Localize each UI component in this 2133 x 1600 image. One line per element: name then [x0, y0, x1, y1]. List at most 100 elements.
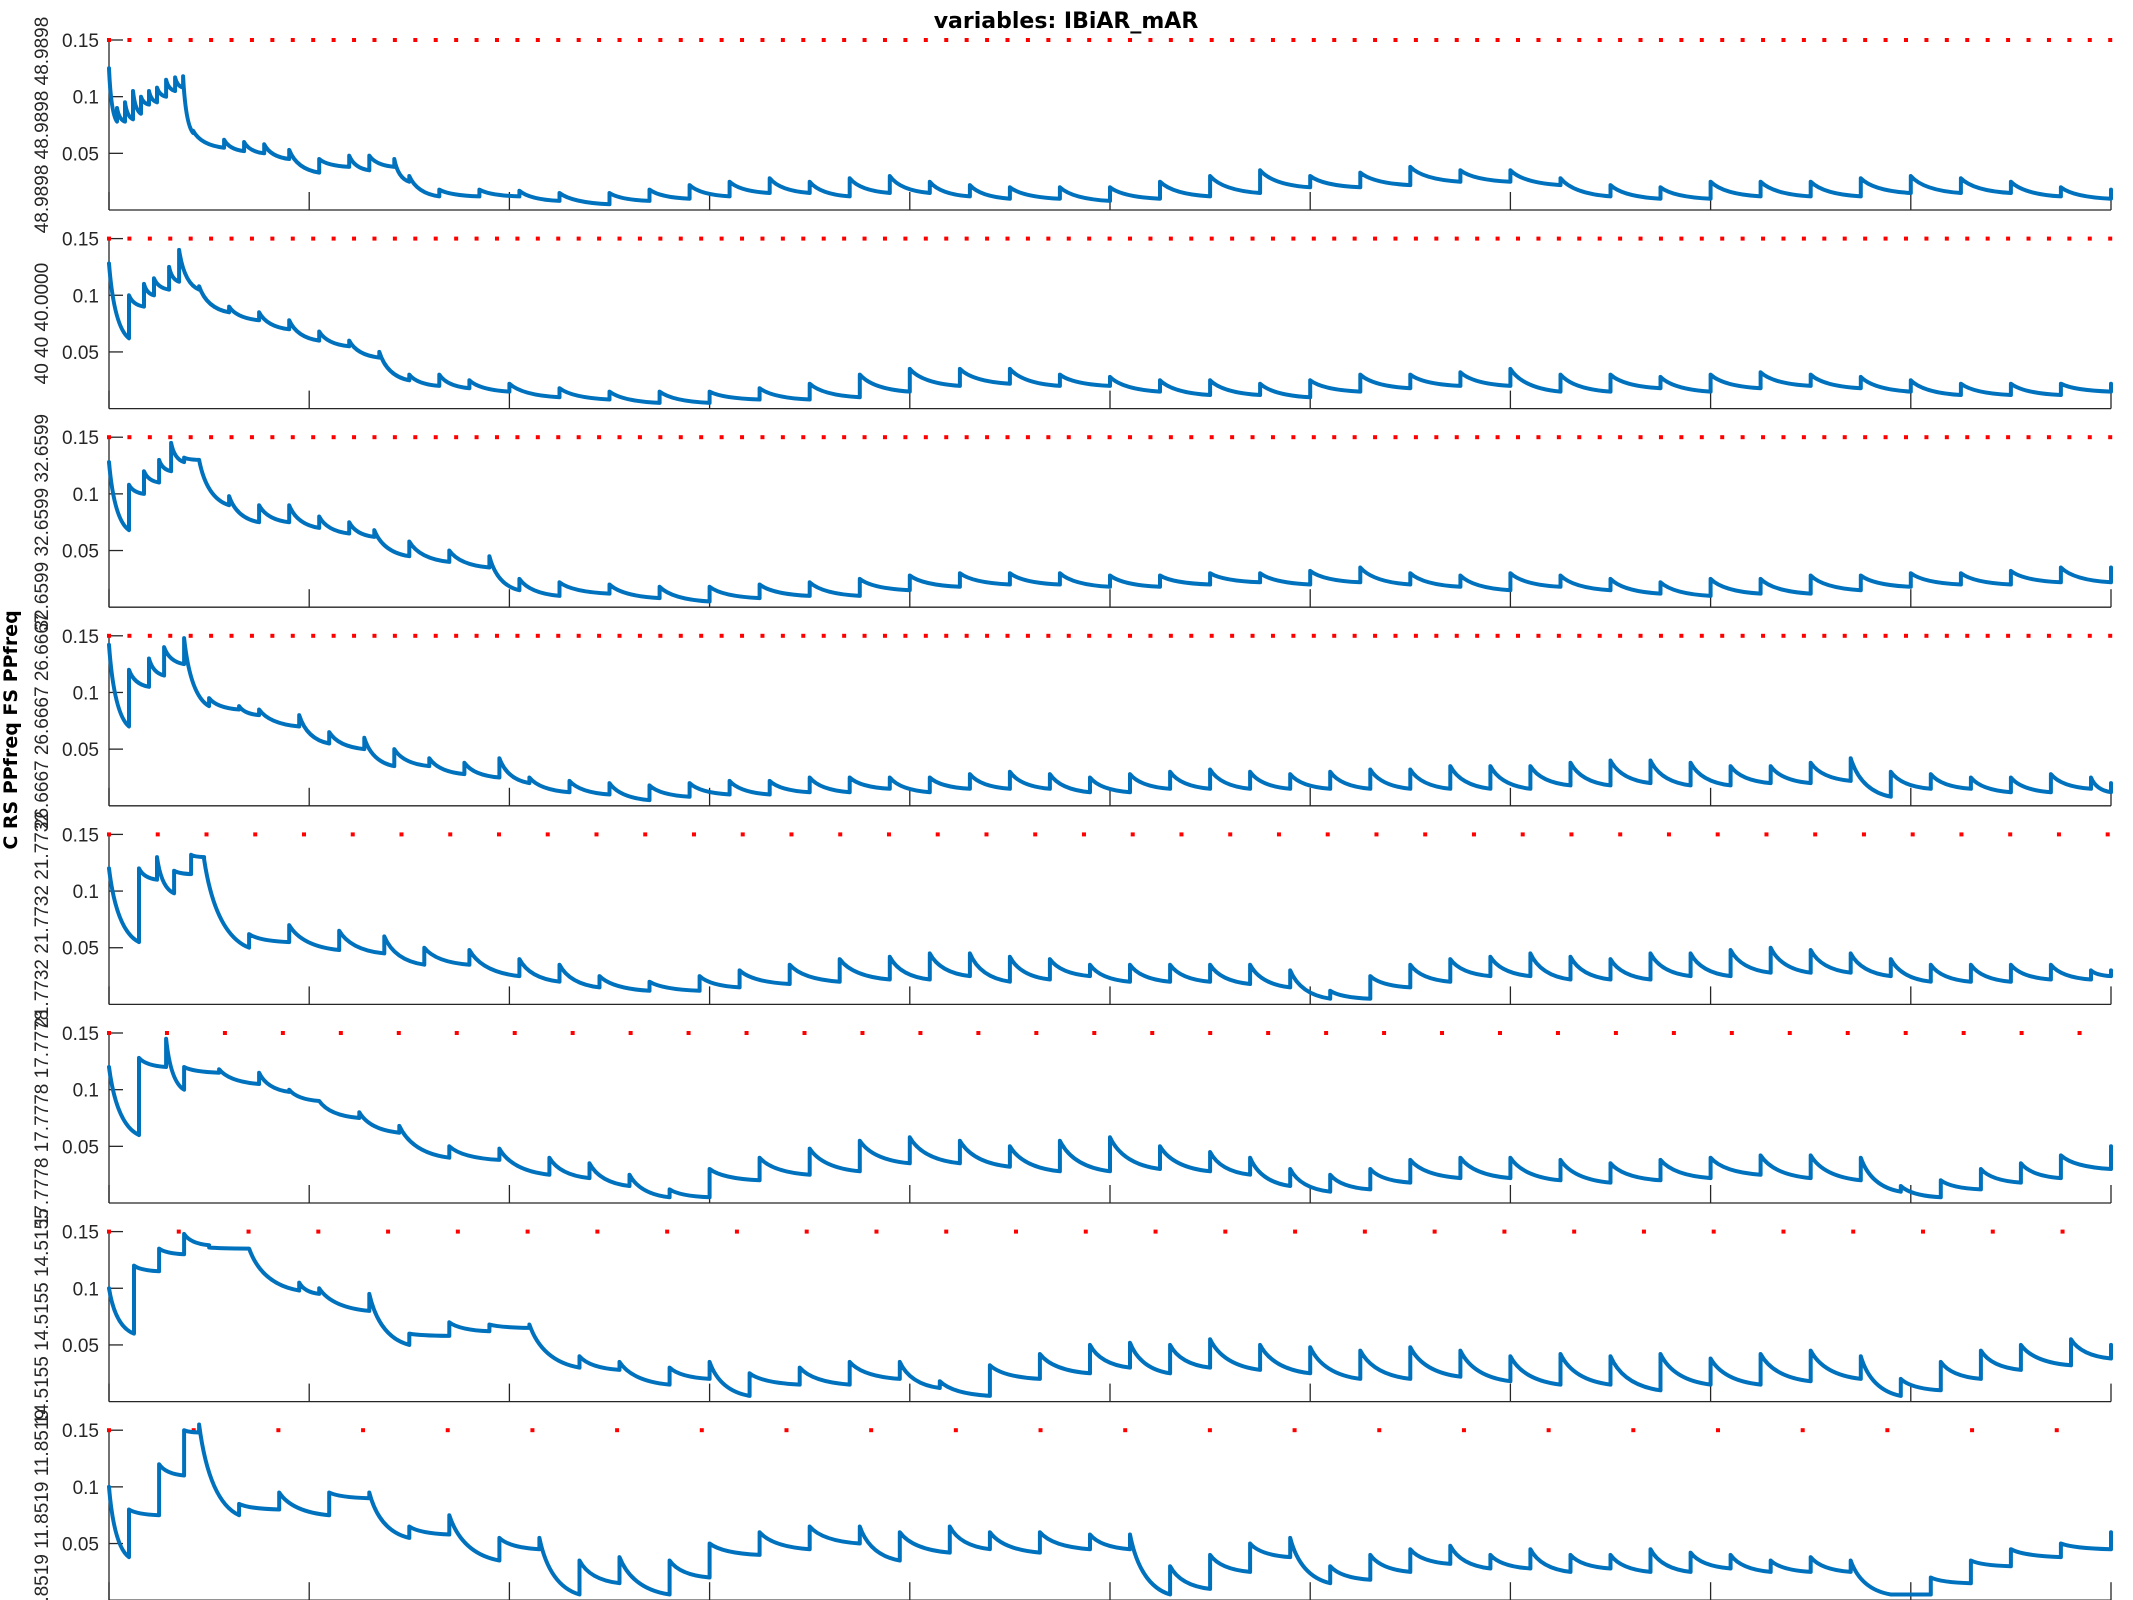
threshold-marker	[1618, 236, 1623, 241]
threshold-marker	[1025, 236, 1030, 241]
threshold-marker	[2087, 38, 2092, 42]
threshold-marker	[168, 633, 173, 638]
threshold-marker	[290, 435, 295, 440]
threshold-marker	[1209, 633, 1214, 638]
threshold-marker	[1638, 236, 1643, 241]
threshold-marker	[1851, 1229, 1856, 1234]
y-tick-label: 0.1	[73, 1081, 99, 1102]
threshold-marker	[1813, 832, 1818, 837]
subplot-4: 0.05 0.1 0.15 26.6667 26.6667 26.6667	[32, 612, 2113, 829]
threshold-marker	[168, 435, 173, 440]
threshold-marker	[1699, 38, 1704, 42]
threshold-marker	[413, 633, 418, 638]
threshold-marker	[699, 1428, 704, 1433]
threshold-marker	[1087, 633, 1092, 638]
threshold-marker	[1985, 38, 1990, 42]
threshold-marker	[107, 1229, 111, 1234]
threshold-marker	[280, 1031, 285, 1035]
threshold-marker	[352, 236, 357, 241]
threshold-marker	[719, 38, 724, 42]
threshold-marker	[821, 633, 826, 638]
threshold-marker	[1556, 633, 1561, 638]
threshold-marker	[801, 38, 806, 42]
threshold-marker	[107, 435, 111, 440]
threshold-marker	[1475, 38, 1480, 42]
threshold-marker	[372, 236, 377, 241]
threshold-marker	[719, 633, 724, 638]
threshold-marker	[1740, 633, 1745, 638]
threshold-marker	[1495, 38, 1500, 42]
threshold-marker	[597, 38, 602, 42]
threshold-marker	[1800, 1428, 1805, 1433]
threshold-marker	[1066, 38, 1071, 42]
threshold-marker	[1497, 1031, 1502, 1035]
threshold-marker	[1291, 633, 1296, 638]
y-tick-label: 0.15	[62, 31, 99, 52]
threshold-marker	[1107, 236, 1112, 241]
threshold-marker	[1961, 1031, 1966, 1035]
threshold-marker	[1965, 38, 1970, 42]
threshold-marker	[1471, 832, 1476, 837]
threshold-marker	[1046, 236, 1051, 241]
threshold-marker	[2046, 435, 2051, 440]
subplot-5: 0.05 0.1 0.15 21.7732 21.7732 21.7732	[32, 811, 2113, 1028]
threshold-marker	[1311, 435, 1316, 440]
y-tick-label: 0.05	[62, 1336, 99, 1357]
y-tick-label: 0.1	[73, 683, 99, 704]
threshold-marker	[1209, 236, 1214, 241]
threshold-marker	[1679, 236, 1684, 241]
threshold-marker	[301, 832, 306, 837]
threshold-markers	[107, 38, 2113, 42]
threshold-marker	[1373, 435, 1378, 440]
threshold-marker	[658, 38, 663, 42]
y-tick-label: 0.1	[73, 1478, 99, 1499]
threshold-marker	[862, 435, 867, 440]
threshold-marker	[331, 633, 336, 638]
threshold-marker	[1270, 633, 1275, 638]
threshold-marker	[576, 633, 581, 638]
threshold-marker	[147, 633, 152, 638]
threshold-marker	[886, 832, 891, 837]
threshold-marker	[1801, 236, 1806, 241]
threshold-marker	[637, 633, 642, 638]
threshold-marker	[316, 1229, 321, 1234]
threshold-marker	[862, 236, 867, 241]
y-tick-label: 0.05	[62, 740, 99, 761]
threshold-marker	[1536, 38, 1541, 42]
threshold-marker	[1014, 1229, 1019, 1234]
threshold-marker	[1128, 38, 1133, 42]
y-tick-label: 0.1	[73, 882, 99, 903]
threshold-marker	[445, 1428, 450, 1433]
threshold-marker	[1087, 236, 1092, 241]
data-series-line	[107, 1231, 2113, 1398]
threshold-marker	[1266, 1031, 1271, 1035]
threshold-marker	[413, 38, 418, 42]
threshold-marker	[985, 236, 990, 241]
threshold-marker	[1903, 435, 1908, 440]
threshold-marker	[1434, 435, 1439, 440]
threshold-marker	[2026, 236, 2031, 241]
y-axis-label: 11.8519 11.8519 11.8519	[32, 1409, 53, 1600]
threshold-marker	[1005, 435, 1010, 440]
threshold-marker	[474, 38, 479, 42]
y-tick-label: 0.15	[62, 428, 99, 449]
threshold-marker	[290, 38, 295, 42]
threshold-marker	[2006, 236, 2011, 241]
threshold-marker	[1577, 236, 1582, 241]
y-tick-label: 0.05	[62, 144, 99, 165]
threshold-marker	[637, 236, 642, 241]
threshold-marker	[576, 38, 581, 42]
threshold-marker	[448, 832, 453, 837]
threshold-marker	[2026, 38, 2031, 42]
threshold-marker	[1332, 633, 1337, 638]
threshold-marker	[290, 236, 295, 241]
subplot-2: 0.05 0.1 0.15 40 40 40.0000	[32, 230, 2113, 410]
threshold-marker	[1352, 38, 1357, 42]
threshold-marker	[556, 633, 561, 638]
threshold-markers	[107, 1428, 2059, 1433]
threshold-marker	[1965, 633, 1970, 638]
threshold-marker	[1230, 435, 1235, 440]
threshold-marker	[2054, 1428, 2059, 1433]
threshold-marker	[1903, 1031, 1908, 1035]
